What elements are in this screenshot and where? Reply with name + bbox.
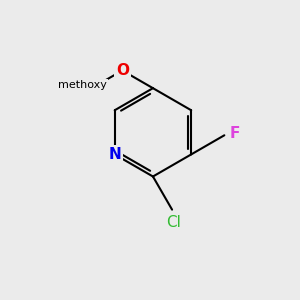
- Text: Cl: Cl: [166, 215, 181, 230]
- Text: O: O: [116, 63, 129, 78]
- Text: F: F: [230, 126, 240, 141]
- Text: methoxy: methoxy: [58, 80, 106, 90]
- Text: N: N: [108, 147, 121, 162]
